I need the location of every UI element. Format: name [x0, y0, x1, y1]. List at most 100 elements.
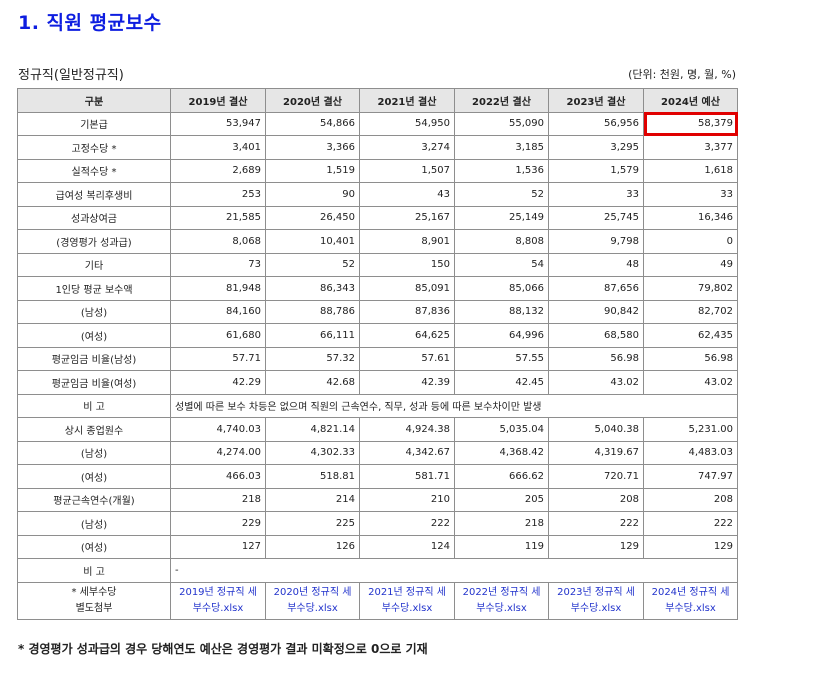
header-category: 구분 [17, 88, 171, 113]
value-cell: 218 [454, 511, 549, 536]
value-cell: 26,450 [265, 205, 360, 230]
value-cell: 86,343 [265, 276, 360, 301]
value-cell: 52 [265, 252, 360, 277]
value-cell: 25,149 [454, 205, 549, 230]
page-title: 1. 직원 평균보수 [18, 12, 162, 34]
value-cell: 129 [643, 534, 738, 559]
value-cell: 127 [170, 534, 266, 559]
value-cell: 3,366 [265, 135, 360, 160]
file-name-line2: 부수당.xlsx [665, 602, 716, 614]
table-row: 급여성 복리후생비 253 90 43 52 33 33 [17, 182, 738, 207]
attachment-row: * 세부수당 별도첨부 2019년 정규직 세 부수당.xlsx 2020년 정규직 세… [17, 581, 738, 620]
value-cell: 3,185 [454, 135, 549, 160]
header-year-2: 2020년 결산 [265, 88, 360, 113]
note-row: 비 고 성별에 따른 보수 차등은 없으며 직원의 근속연수, 직무, 성과 등에… [17, 393, 738, 418]
value-cell: 8,901 [359, 229, 455, 254]
row-label: (여성) [17, 464, 171, 489]
file-name-line1: 2024년 정규직 세 [651, 586, 730, 598]
value-cell: 9,798 [548, 229, 644, 254]
value-cell: 208 [548, 487, 644, 512]
table-row: (여성) 61,680 66,111 64,625 64,996 68,580 62,435 [17, 323, 738, 348]
value-cell: 48 [548, 252, 644, 277]
attachment-file-link[interactable]: 2021년 정규직 세 부수당.xlsx [359, 581, 455, 620]
header-year-3: 2021년 결산 [359, 88, 455, 113]
file-name-line1: 2023년 정규직 세 [557, 586, 635, 598]
value-cell: 90 [265, 182, 360, 207]
value-cell: 4,483.03 [643, 440, 738, 465]
value-cell: 52 [454, 182, 549, 207]
file-name-line1: 2019년 정규직 세 [179, 586, 257, 598]
header-year-1: 2019년 결산 [170, 88, 266, 113]
value-cell: 222 [548, 511, 644, 536]
value-cell: 81,948 [170, 276, 266, 301]
value-cell: 720.71 [548, 464, 644, 489]
row-label: 고정수당 * [17, 135, 171, 160]
value-cell: 42.29 [170, 370, 266, 395]
value-cell: 747.97 [643, 464, 738, 489]
value-cell: 42.68 [265, 370, 360, 395]
file-name-line2: 부수당.xlsx [287, 602, 338, 614]
row-label: 평균임금 비율(남성) [17, 346, 171, 371]
value-cell: 210 [359, 487, 455, 512]
row-label: 1인당 평균 보수액 [17, 276, 171, 301]
row-label: (경영평가 성과급) [17, 229, 171, 254]
value-cell: 84,160 [170, 299, 266, 324]
table-row: 실적수당 * 2,689 1,519 1,507 1,536 1,579 1,618 [17, 158, 738, 183]
value-cell: 205 [454, 487, 549, 512]
value-cell: 126 [265, 534, 360, 559]
table-row: 평균임금 비율(여성) 42.29 42.68 42.39 42.45 43.02 43.0… [17, 370, 738, 395]
table-header-row: 구분 2019년 결산 2020년 결산 2021년 결산 2022년 결산 2023년 … [17, 88, 738, 113]
row-label: 실적수당 * [17, 158, 171, 183]
value-cell: 42.45 [454, 370, 549, 395]
note-label: 비 고 [17, 393, 171, 418]
value-cell: 3,377 [643, 135, 738, 160]
value-cell: 666.62 [454, 464, 549, 489]
value-cell: 229 [170, 511, 266, 536]
table-row: (남성) 84,160 88,786 87,836 88,132 90,842 82,702 [17, 299, 738, 324]
value-cell: 1,519 [265, 158, 360, 183]
value-cell: 54,950 [359, 111, 455, 136]
value-cell: 4,740.03 [170, 417, 266, 442]
value-cell: 4,319.67 [548, 440, 644, 465]
value-cell: 4,924.38 [359, 417, 455, 442]
table-row: (남성) 229 225 222 218 222 222 [17, 511, 738, 536]
note-text: 성별에 따른 보수 차등은 없으며 직원의 근속연수, 직무, 성과 등에 따른… [170, 393, 738, 418]
section-subtitle: 정규직(일반정규직) [18, 68, 124, 83]
value-cell: 58,379 [643, 111, 738, 136]
value-cell: 4,368.42 [454, 440, 549, 465]
value-cell: 10,401 [265, 229, 360, 254]
value-cell: 581.71 [359, 464, 455, 489]
attachment-file-link[interactable]: 2020년 정규직 세 부수당.xlsx [265, 581, 360, 620]
salary-table: 구분 2019년 결산 2020년 결산 2021년 결산 2022년 결산 2023년 … [17, 88, 738, 620]
file-name-line2: 부수당.xlsx [570, 602, 622, 614]
row-label: (남성) [17, 511, 171, 536]
value-cell: 43 [359, 182, 455, 207]
row-label: 기타 [17, 252, 171, 277]
attachment-file-link[interactable]: 2022년 정규직 세 부수당.xlsx [454, 581, 549, 620]
value-cell: 0 [643, 229, 738, 254]
row-label: (여성) [17, 323, 171, 348]
note-text: - [170, 558, 738, 583]
value-cell: 54,866 [265, 111, 360, 136]
value-cell: 85,066 [454, 276, 549, 301]
value-cell: 33 [548, 182, 644, 207]
value-cell: 518.81 [265, 464, 360, 489]
value-cell: 1,579 [548, 158, 644, 183]
value-cell: 79,802 [643, 276, 738, 301]
value-cell: 5,231.00 [643, 417, 738, 442]
table-row: 1인당 평균 보수액 81,948 86,343 85,091 85,066 87,656… [17, 276, 738, 301]
value-cell: 49 [643, 252, 738, 277]
value-cell: 43.02 [548, 370, 644, 395]
row-label: 기본급 [17, 111, 171, 136]
value-cell: 62,435 [643, 323, 738, 348]
value-cell: 56.98 [548, 346, 644, 371]
value-cell: 225 [265, 511, 360, 536]
value-cell: 4,274.00 [170, 440, 266, 465]
file-name-line1: 2022년 정규직 세 [462, 586, 541, 598]
file-name-line1: 2021년 정규직 세 [368, 586, 446, 598]
file-name-line2: 부수당.xlsx [192, 602, 244, 614]
value-cell: 87,656 [548, 276, 644, 301]
